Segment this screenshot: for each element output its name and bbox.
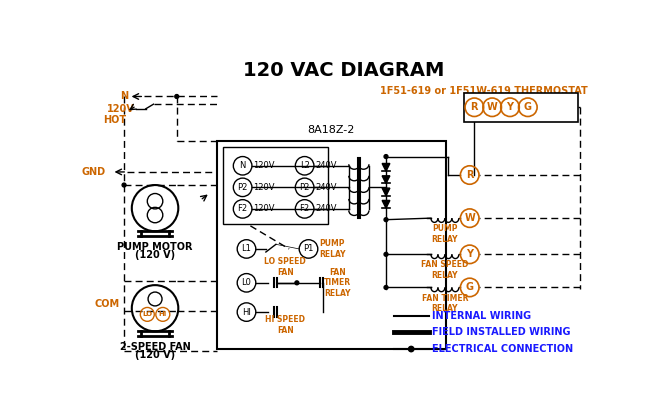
Text: FAN SPEED
RELAY: FAN SPEED RELAY: [421, 261, 468, 280]
Text: PUMP
RELAY: PUMP RELAY: [431, 224, 458, 244]
Text: HI: HI: [242, 308, 251, 317]
Text: HI: HI: [159, 311, 167, 317]
Text: PUMP MOTOR: PUMP MOTOR: [117, 242, 193, 252]
Text: F2: F2: [299, 204, 310, 213]
Text: 8A18Z-2: 8A18Z-2: [308, 125, 355, 135]
Text: COM: COM: [94, 300, 119, 309]
Circle shape: [384, 155, 388, 158]
Text: HOT: HOT: [103, 114, 127, 124]
Text: L0: L0: [242, 278, 251, 287]
Circle shape: [409, 347, 414, 352]
Text: R: R: [466, 170, 474, 180]
Polygon shape: [382, 200, 390, 208]
Bar: [464, 93, 578, 122]
Text: N: N: [239, 161, 246, 170]
Text: LO: LO: [142, 311, 152, 317]
Text: G: G: [466, 282, 474, 292]
Text: R: R: [470, 102, 478, 112]
Polygon shape: [382, 176, 390, 184]
Bar: [223, 147, 328, 224]
Text: P2: P2: [299, 183, 310, 192]
Text: 120V: 120V: [253, 183, 275, 192]
Text: Y: Y: [466, 249, 473, 259]
Text: GND: GND: [81, 167, 105, 177]
Text: FIELD INSTALLED WIRING: FIELD INSTALLED WIRING: [433, 327, 571, 337]
Polygon shape: [382, 188, 390, 196]
Text: 2-SPEED FAN: 2-SPEED FAN: [120, 342, 190, 352]
Text: LO SPEED
FAN: LO SPEED FAN: [265, 257, 306, 277]
Text: (120 V): (120 V): [135, 350, 175, 360]
Text: ELECTRICAL CONNECTION: ELECTRICAL CONNECTION: [433, 344, 574, 354]
Text: Y: Y: [507, 102, 513, 112]
Text: FAN TIMER
RELAY: FAN TIMER RELAY: [421, 294, 468, 313]
Text: G: G: [524, 102, 532, 112]
Text: W: W: [487, 102, 498, 112]
Text: 240V: 240V: [316, 161, 337, 170]
Text: 240V: 240V: [316, 204, 337, 213]
Polygon shape: [382, 163, 390, 171]
Text: PUMP
RELAY: PUMP RELAY: [320, 239, 346, 259]
Text: 120 VAC DIAGRAM: 120 VAC DIAGRAM: [243, 61, 444, 80]
Text: HI SPEED
FAN: HI SPEED FAN: [265, 315, 306, 334]
Text: 120V: 120V: [253, 204, 275, 213]
Text: FAN
TIMER
RELAY: FAN TIMER RELAY: [324, 268, 350, 298]
Text: P2: P2: [237, 183, 248, 192]
Text: N: N: [121, 91, 129, 101]
Circle shape: [295, 281, 299, 285]
Circle shape: [384, 252, 388, 256]
Text: F2: F2: [238, 204, 248, 213]
Text: INTERNAL WIRING: INTERNAL WIRING: [433, 311, 531, 321]
Text: 120V: 120V: [107, 104, 135, 114]
Circle shape: [175, 95, 179, 98]
Bar: [217, 141, 446, 349]
Text: 1F51-619 or 1F51W-619 THERMOSTAT: 1F51-619 or 1F51W-619 THERMOSTAT: [380, 86, 588, 96]
Text: P1: P1: [304, 244, 314, 253]
Circle shape: [122, 183, 126, 187]
Text: (120 V): (120 V): [135, 250, 175, 260]
Circle shape: [384, 218, 388, 222]
Text: L1: L1: [242, 244, 251, 253]
Text: 240V: 240V: [316, 183, 337, 192]
Text: L2: L2: [299, 161, 310, 170]
Text: W: W: [464, 213, 475, 223]
Circle shape: [384, 285, 388, 290]
Text: 120V: 120V: [253, 161, 275, 170]
